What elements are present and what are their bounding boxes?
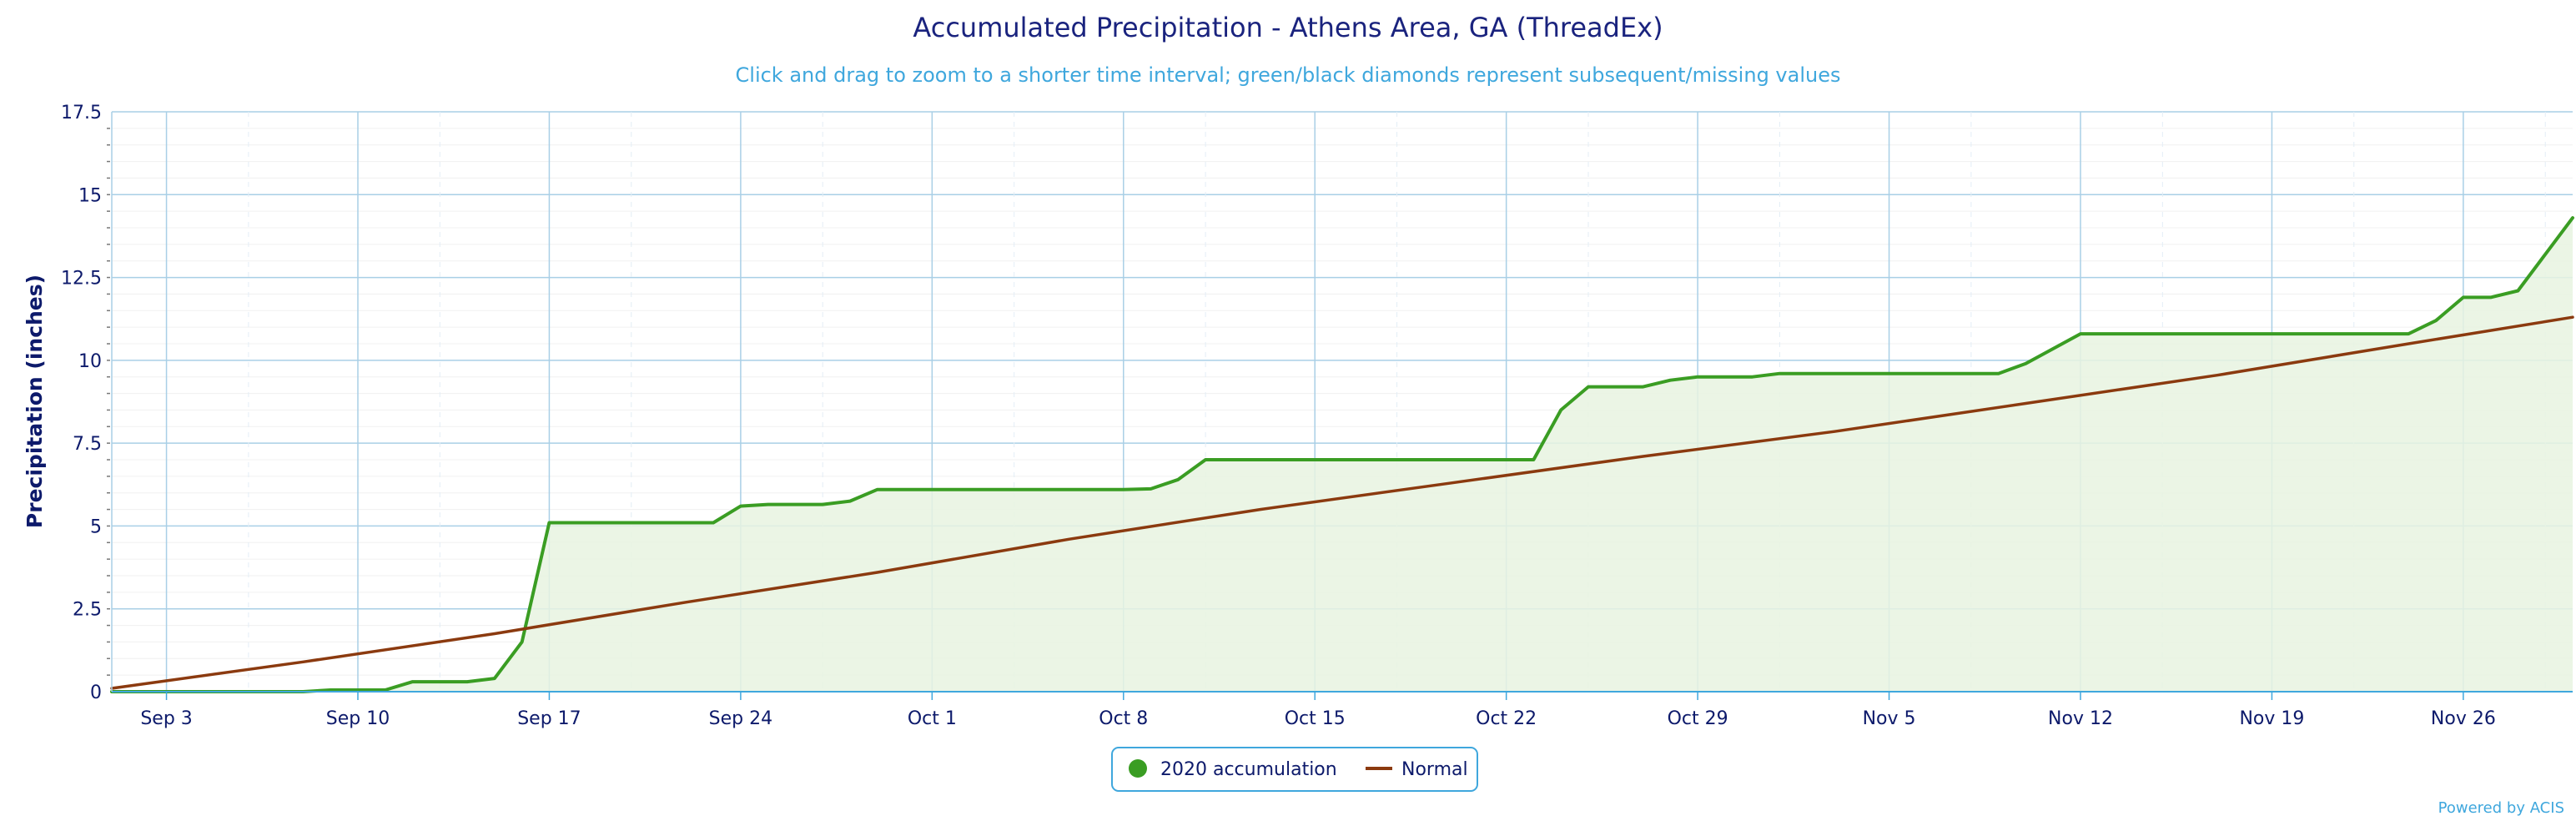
- chart-title: Accumulated Precipitation - Athens Area,…: [913, 12, 1663, 43]
- legend-item-2020-accumulation[interactable]: 2020 accumulation: [1129, 759, 1337, 780]
- y-tick-labels: 0 2.5 5 7.5 10 12.5 15 17.5: [61, 103, 102, 703]
- x-tick-label: Sep 3: [140, 708, 192, 729]
- y-tick-label: 0: [90, 682, 102, 703]
- series-line-2020-accumulation: [110, 216, 2574, 693]
- powered-by-credit[interactable]: Powered by ACIS: [2438, 799, 2564, 817]
- x-tick-labels: Sep 3 Sep 10 Sep 17 Sep 24 Oct 1 Oct 8 Oct 15 O…: [140, 708, 2496, 729]
- y-tick-label: 15: [78, 185, 102, 206]
- x-tick-label: Oct 8: [1099, 708, 1148, 729]
- y-tick-label: 2.5: [73, 600, 102, 621]
- x-tick-label: Oct 1: [908, 708, 957, 729]
- x-tick-label: Sep 17: [517, 708, 581, 729]
- legend-box: [1111, 747, 1478, 792]
- x-tick-label: Nov 19: [2239, 708, 2304, 729]
- legend-marker-2020-accumulation: [1129, 759, 1147, 778]
- chart-subtitle: Click and drag to zoom to a shorter time…: [736, 63, 1841, 87]
- legend-item-normal[interactable]: Normal: [1366, 759, 1468, 780]
- y-tick-label: 5: [90, 516, 102, 537]
- y-tick-label: 17.5: [61, 103, 102, 123]
- x-tick-label: Sep 24: [709, 708, 772, 729]
- y-tick-label: 7.5: [73, 434, 102, 455]
- axes: [107, 112, 2573, 700]
- x-tick-label: Nov 26: [2431, 708, 2496, 729]
- legend-label-normal: Normal: [1401, 759, 1468, 780]
- x-tick-label: Oct 29: [1668, 708, 1728, 729]
- series-area-2020-accumulation: [112, 218, 2573, 693]
- y-axis-title: Precipitation (inches): [23, 275, 47, 528]
- y-tick-label: 10: [78, 351, 102, 372]
- x-tick-label: Nov 12: [2048, 708, 2113, 729]
- x-tick-label: Nov 5: [1863, 708, 1916, 729]
- y-tick-label: 12.5: [61, 269, 102, 290]
- x-tick-label: Sep 10: [326, 708, 390, 729]
- legend[interactable]: 2020 accumulation Normal: [1111, 747, 1478, 792]
- series-line-normal: [110, 315, 2574, 690]
- x-tick-label: Oct 22: [1476, 708, 1537, 729]
- x-tick-label: Oct 15: [1285, 708, 1346, 729]
- series-layer: [110, 216, 2574, 693]
- legend-label-2020-accumulation: 2020 accumulation: [1160, 759, 1337, 780]
